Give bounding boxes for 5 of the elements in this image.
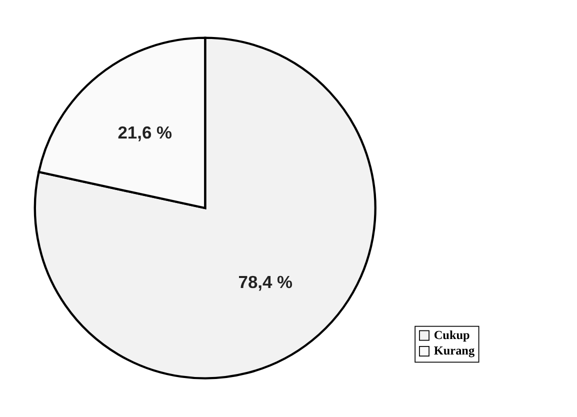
data-label: 21,6 %	[118, 122, 172, 143]
legend-label: Kurang	[434, 344, 475, 358]
data-label: 78,4 %	[238, 272, 294, 292]
legend-label: Cukup	[434, 328, 470, 342]
pie-slice	[34, 36, 376, 380]
